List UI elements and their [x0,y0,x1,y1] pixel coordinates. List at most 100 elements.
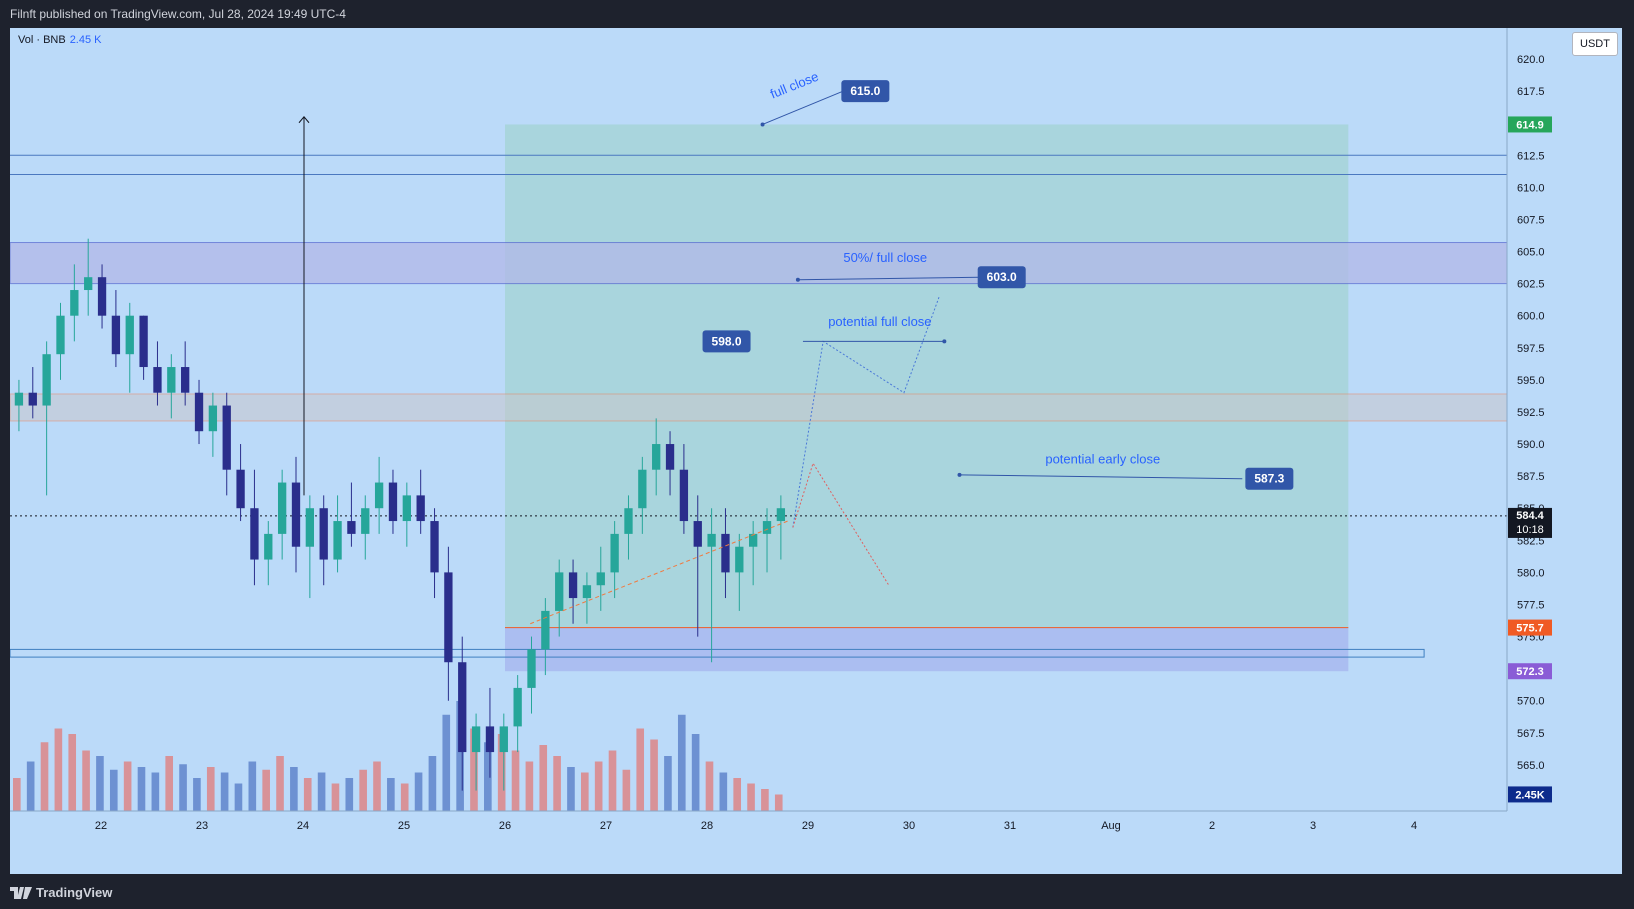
candle [374,456,384,534]
time-tick-label: 25 [398,820,410,832]
volume-bar [82,750,90,811]
candle-body [541,610,550,650]
annotation-price-text: 603.0 [987,270,1017,284]
candle [333,495,342,573]
candle-body [125,315,134,355]
price-tag [1508,663,1552,680]
candle-body [181,367,190,393]
volume-bar [608,750,617,811]
volume-bar [276,756,284,811]
price-tick-label: 580.0 [1517,567,1545,579]
time-tick-label: 31 [1004,820,1016,832]
price-tick-label: 602.5 [1517,279,1545,291]
candle-body [291,482,301,547]
volume-bar [123,761,132,811]
publisher-header: Filnft published on TradingView.com, Jul… [10,7,346,21]
candle-body [693,521,702,547]
volume-bar [456,701,464,811]
candle [388,469,398,534]
annotation-line [762,90,844,125]
candle [14,379,24,432]
volume-bar [54,728,63,811]
annotation-price-tag [841,80,890,103]
candle [305,495,315,599]
candle-body [139,315,148,368]
candle [568,559,578,624]
candle-body [28,392,37,406]
volume-bar [580,772,589,811]
price-tick-label: 570.0 [1517,696,1545,708]
price-tag-text: 575.7 [1516,623,1544,635]
currency-button[interactable]: USDT [1572,32,1618,56]
trendline [530,520,788,625]
candle [555,559,564,637]
candle [624,495,633,560]
arrow-head [298,115,310,124]
candle-body [513,687,522,727]
volume-bar [137,767,146,811]
price-tag-text: 572.3 [1516,666,1544,678]
volume-bar [677,714,686,811]
annotation-line [797,276,980,281]
candle-body [430,521,439,573]
volume-bar [109,769,118,811]
candle-body [638,469,647,509]
candle [776,495,786,560]
annotation-3: potential early close 587.3 [957,451,1294,490]
tradingview-brand: TradingView [36,885,113,900]
volume-bar [317,772,326,811]
candle [222,392,231,496]
annotation-price-text: 587.3 [1254,472,1284,486]
volume-bar [26,761,35,811]
candle [291,456,301,573]
annotation-dot [760,122,765,127]
volume-bar [179,764,187,811]
volume-bar [497,734,506,811]
volume-bar [234,783,243,811]
candle-body [347,521,356,534]
candle [693,495,702,637]
candle-body [762,521,772,534]
volume-bar [262,769,270,811]
candle [596,546,605,611]
annotation-price-tag [977,266,1026,289]
volume-bar [567,767,575,811]
volume-bar [719,772,728,811]
target-zone [505,124,1349,628]
candle [194,379,204,445]
annotation-text: potential full close [828,314,931,329]
time-tick-label: Aug [1101,820,1121,832]
volume-bar [539,745,548,811]
volume-bar [248,761,257,811]
candle-body [568,572,578,599]
candle [125,302,134,393]
candle-body [555,572,564,611]
footer-bar: TradingView [0,880,1634,909]
candle [319,495,328,586]
candle-body [333,521,342,560]
price-tick-label: 582.5 [1517,535,1545,547]
chart-canvas[interactable]: full close 615.0 50%/ full close 603.0 poten… [10,28,1622,874]
volume-bar [220,772,229,811]
candle [402,482,411,547]
candle-body [485,726,495,753]
volume-bar [193,778,201,811]
candle-body [153,367,162,393]
time-tick-label: 4 [1411,820,1417,832]
volume-bar [96,756,104,811]
volume-bar [636,728,645,811]
tradingview-logo[interactable]: TradingView [10,885,112,900]
time-tick-label: 24 [297,820,309,832]
candle-body [111,315,121,355]
price-tick-label: 597.5 [1517,343,1545,355]
candle [485,687,495,778]
volume-bar [13,778,21,811]
volume-legend: Vol · BNB 2.45 K [18,34,102,46]
price-tag-text: 614.9 [1516,119,1544,131]
annotation-dot [795,277,800,282]
volume-bar [345,778,354,811]
candle-body [499,726,508,753]
candle [42,341,51,496]
price-tag-text: 2.45K [1515,789,1544,801]
chart-panel[interactable]: full close 615.0 50%/ full close 603.0 poten… [10,28,1622,874]
